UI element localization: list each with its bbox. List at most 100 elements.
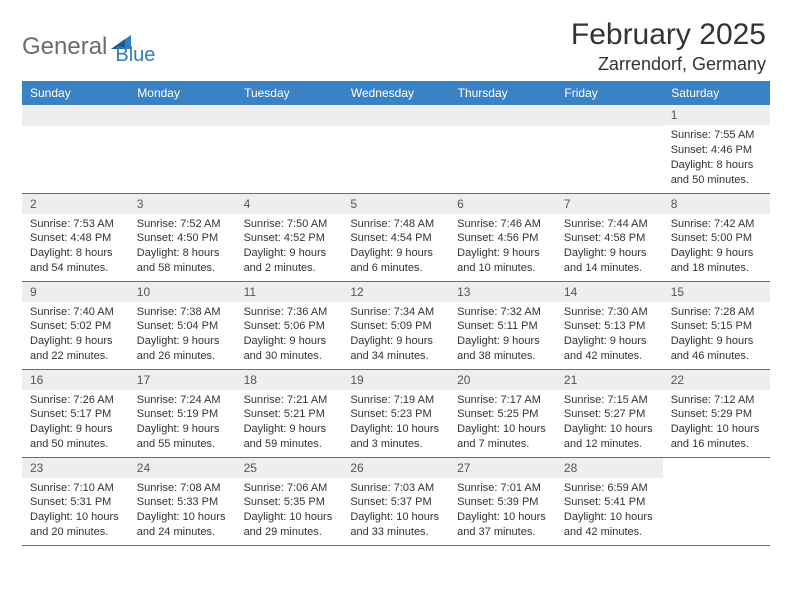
header: General Blue February 2025 Zarrendorf, G… bbox=[22, 18, 770, 75]
weekday-header: Saturday bbox=[663, 81, 770, 105]
daylight-line: Daylight: 9 hours and 38 minutes. bbox=[457, 334, 548, 364]
calendar-day-cell: 4Sunrise: 7:50 AMSunset: 4:52 PMDaylight… bbox=[236, 193, 343, 281]
day-content: Sunrise: 7:55 AMSunset: 4:46 PMDaylight:… bbox=[663, 125, 770, 191]
daylight-line: Daylight: 10 hours and 3 minutes. bbox=[350, 422, 441, 452]
sunset-line: Sunset: 4:50 PM bbox=[137, 231, 228, 246]
daylight-line: Daylight: 8 hours and 54 minutes. bbox=[30, 246, 121, 276]
sunrise-line: Sunrise: 7:26 AM bbox=[30, 393, 121, 408]
day-number: 5 bbox=[342, 194, 449, 214]
sunrise-line: Sunrise: 7:46 AM bbox=[457, 217, 548, 232]
empty-day bbox=[556, 105, 663, 126]
logo: General Blue bbox=[22, 18, 155, 67]
daylight-line: Daylight: 9 hours and 10 minutes. bbox=[457, 246, 548, 276]
daylight-line: Daylight: 9 hours and 50 minutes. bbox=[30, 422, 121, 452]
day-number: 24 bbox=[129, 458, 236, 478]
sunrise-line: Sunrise: 7:19 AM bbox=[350, 393, 441, 408]
calendar-day-cell: 10Sunrise: 7:38 AMSunset: 5:04 PMDayligh… bbox=[129, 281, 236, 369]
sunset-line: Sunset: 5:11 PM bbox=[457, 319, 548, 334]
day-number: 26 bbox=[342, 458, 449, 478]
sunrise-line: Sunrise: 7:10 AM bbox=[30, 481, 121, 496]
day-content: Sunrise: 7:17 AMSunset: 5:25 PMDaylight:… bbox=[449, 390, 556, 456]
calendar-week-row: 1Sunrise: 7:55 AMSunset: 4:46 PMDaylight… bbox=[22, 105, 770, 193]
day-number: 16 bbox=[22, 370, 129, 390]
sunrise-line: Sunrise: 7:34 AM bbox=[350, 305, 441, 320]
sunset-line: Sunset: 4:56 PM bbox=[457, 231, 548, 246]
calendar-table: Sunday Monday Tuesday Wednesday Thursday… bbox=[22, 81, 770, 546]
day-content: Sunrise: 7:53 AMSunset: 4:48 PMDaylight:… bbox=[22, 214, 129, 280]
calendar-day-cell: 24Sunrise: 7:08 AMSunset: 5:33 PMDayligh… bbox=[129, 457, 236, 545]
sunset-line: Sunset: 5:00 PM bbox=[671, 231, 762, 246]
sunrise-line: Sunrise: 7:53 AM bbox=[30, 217, 121, 232]
sunrise-line: Sunrise: 7:55 AM bbox=[671, 128, 762, 143]
sunrise-line: Sunrise: 7:40 AM bbox=[30, 305, 121, 320]
day-content: Sunrise: 7:06 AMSunset: 5:35 PMDaylight:… bbox=[236, 478, 343, 544]
calendar-day-cell: 21Sunrise: 7:15 AMSunset: 5:27 PMDayligh… bbox=[556, 369, 663, 457]
sunrise-line: Sunrise: 7:48 AM bbox=[350, 217, 441, 232]
calendar-day-cell: 12Sunrise: 7:34 AMSunset: 5:09 PMDayligh… bbox=[342, 281, 449, 369]
location-title: Zarrendorf, Germany bbox=[571, 54, 766, 75]
day-number: 4 bbox=[236, 194, 343, 214]
day-number: 23 bbox=[22, 458, 129, 478]
day-content: Sunrise: 7:15 AMSunset: 5:27 PMDaylight:… bbox=[556, 390, 663, 456]
daylight-line: Daylight: 8 hours and 50 minutes. bbox=[671, 158, 762, 188]
calendar-day-cell: 13Sunrise: 7:32 AMSunset: 5:11 PMDayligh… bbox=[449, 281, 556, 369]
daylight-line: Daylight: 9 hours and 59 minutes. bbox=[244, 422, 335, 452]
day-number: 20 bbox=[449, 370, 556, 390]
sunrise-line: Sunrise: 7:01 AM bbox=[457, 481, 548, 496]
day-content: Sunrise: 7:34 AMSunset: 5:09 PMDaylight:… bbox=[342, 302, 449, 368]
daylight-line: Daylight: 9 hours and 55 minutes. bbox=[137, 422, 228, 452]
daylight-line: Daylight: 10 hours and 20 minutes. bbox=[30, 510, 121, 540]
day-number: 10 bbox=[129, 282, 236, 302]
daylight-line: Daylight: 9 hours and 26 minutes. bbox=[137, 334, 228, 364]
weekday-header: Monday bbox=[129, 81, 236, 105]
sunrise-line: Sunrise: 7:52 AM bbox=[137, 217, 228, 232]
calendar-day-cell bbox=[663, 457, 770, 545]
calendar-day-cell: 7Sunrise: 7:44 AMSunset: 4:58 PMDaylight… bbox=[556, 193, 663, 281]
calendar-day-cell: 6Sunrise: 7:46 AMSunset: 4:56 PMDaylight… bbox=[449, 193, 556, 281]
calendar-day-cell bbox=[556, 105, 663, 193]
day-content: Sunrise: 7:40 AMSunset: 5:02 PMDaylight:… bbox=[22, 302, 129, 368]
sunset-line: Sunset: 4:48 PM bbox=[30, 231, 121, 246]
empty-day bbox=[449, 105, 556, 126]
daylight-line: Daylight: 10 hours and 33 minutes. bbox=[350, 510, 441, 540]
calendar-day-cell bbox=[129, 105, 236, 193]
daylight-line: Daylight: 9 hours and 30 minutes. bbox=[244, 334, 335, 364]
calendar-day-cell: 9Sunrise: 7:40 AMSunset: 5:02 PMDaylight… bbox=[22, 281, 129, 369]
calendar-day-cell: 28Sunrise: 6:59 AMSunset: 5:41 PMDayligh… bbox=[556, 457, 663, 545]
calendar-day-cell bbox=[449, 105, 556, 193]
sunset-line: Sunset: 5:02 PM bbox=[30, 319, 121, 334]
sunrise-line: Sunrise: 7:08 AM bbox=[137, 481, 228, 496]
sunset-line: Sunset: 5:29 PM bbox=[671, 407, 762, 422]
calendar-day-cell: 22Sunrise: 7:12 AMSunset: 5:29 PMDayligh… bbox=[663, 369, 770, 457]
day-number: 1 bbox=[663, 105, 770, 125]
calendar-day-cell bbox=[342, 105, 449, 193]
day-number: 21 bbox=[556, 370, 663, 390]
sunset-line: Sunset: 5:17 PM bbox=[30, 407, 121, 422]
sunset-line: Sunset: 4:46 PM bbox=[671, 143, 762, 158]
sunset-line: Sunset: 5:21 PM bbox=[244, 407, 335, 422]
sunset-line: Sunset: 5:39 PM bbox=[457, 495, 548, 510]
calendar-day-cell: 11Sunrise: 7:36 AMSunset: 5:06 PMDayligh… bbox=[236, 281, 343, 369]
logo-text-general: General bbox=[22, 33, 107, 61]
day-number: 14 bbox=[556, 282, 663, 302]
empty-day bbox=[342, 105, 449, 126]
calendar-week-row: 2Sunrise: 7:53 AMSunset: 4:48 PMDaylight… bbox=[22, 193, 770, 281]
sunrise-line: Sunrise: 7:28 AM bbox=[671, 305, 762, 320]
day-number: 25 bbox=[236, 458, 343, 478]
day-number: 22 bbox=[663, 370, 770, 390]
day-content: Sunrise: 7:46 AMSunset: 4:56 PMDaylight:… bbox=[449, 214, 556, 280]
daylight-line: Daylight: 9 hours and 18 minutes. bbox=[671, 246, 762, 276]
daylight-line: Daylight: 10 hours and 7 minutes. bbox=[457, 422, 548, 452]
day-content: Sunrise: 7:38 AMSunset: 5:04 PMDaylight:… bbox=[129, 302, 236, 368]
calendar-day-cell: 3Sunrise: 7:52 AMSunset: 4:50 PMDaylight… bbox=[129, 193, 236, 281]
sunset-line: Sunset: 5:25 PM bbox=[457, 407, 548, 422]
calendar-day-cell: 19Sunrise: 7:19 AMSunset: 5:23 PMDayligh… bbox=[342, 369, 449, 457]
calendar-day-cell: 20Sunrise: 7:17 AMSunset: 5:25 PMDayligh… bbox=[449, 369, 556, 457]
day-number: 8 bbox=[663, 194, 770, 214]
day-number: 13 bbox=[449, 282, 556, 302]
day-number: 15 bbox=[663, 282, 770, 302]
sunset-line: Sunset: 5:33 PM bbox=[137, 495, 228, 510]
calendar-day-cell bbox=[22, 105, 129, 193]
calendar-day-cell: 8Sunrise: 7:42 AMSunset: 5:00 PMDaylight… bbox=[663, 193, 770, 281]
daylight-line: Daylight: 10 hours and 42 minutes. bbox=[564, 510, 655, 540]
